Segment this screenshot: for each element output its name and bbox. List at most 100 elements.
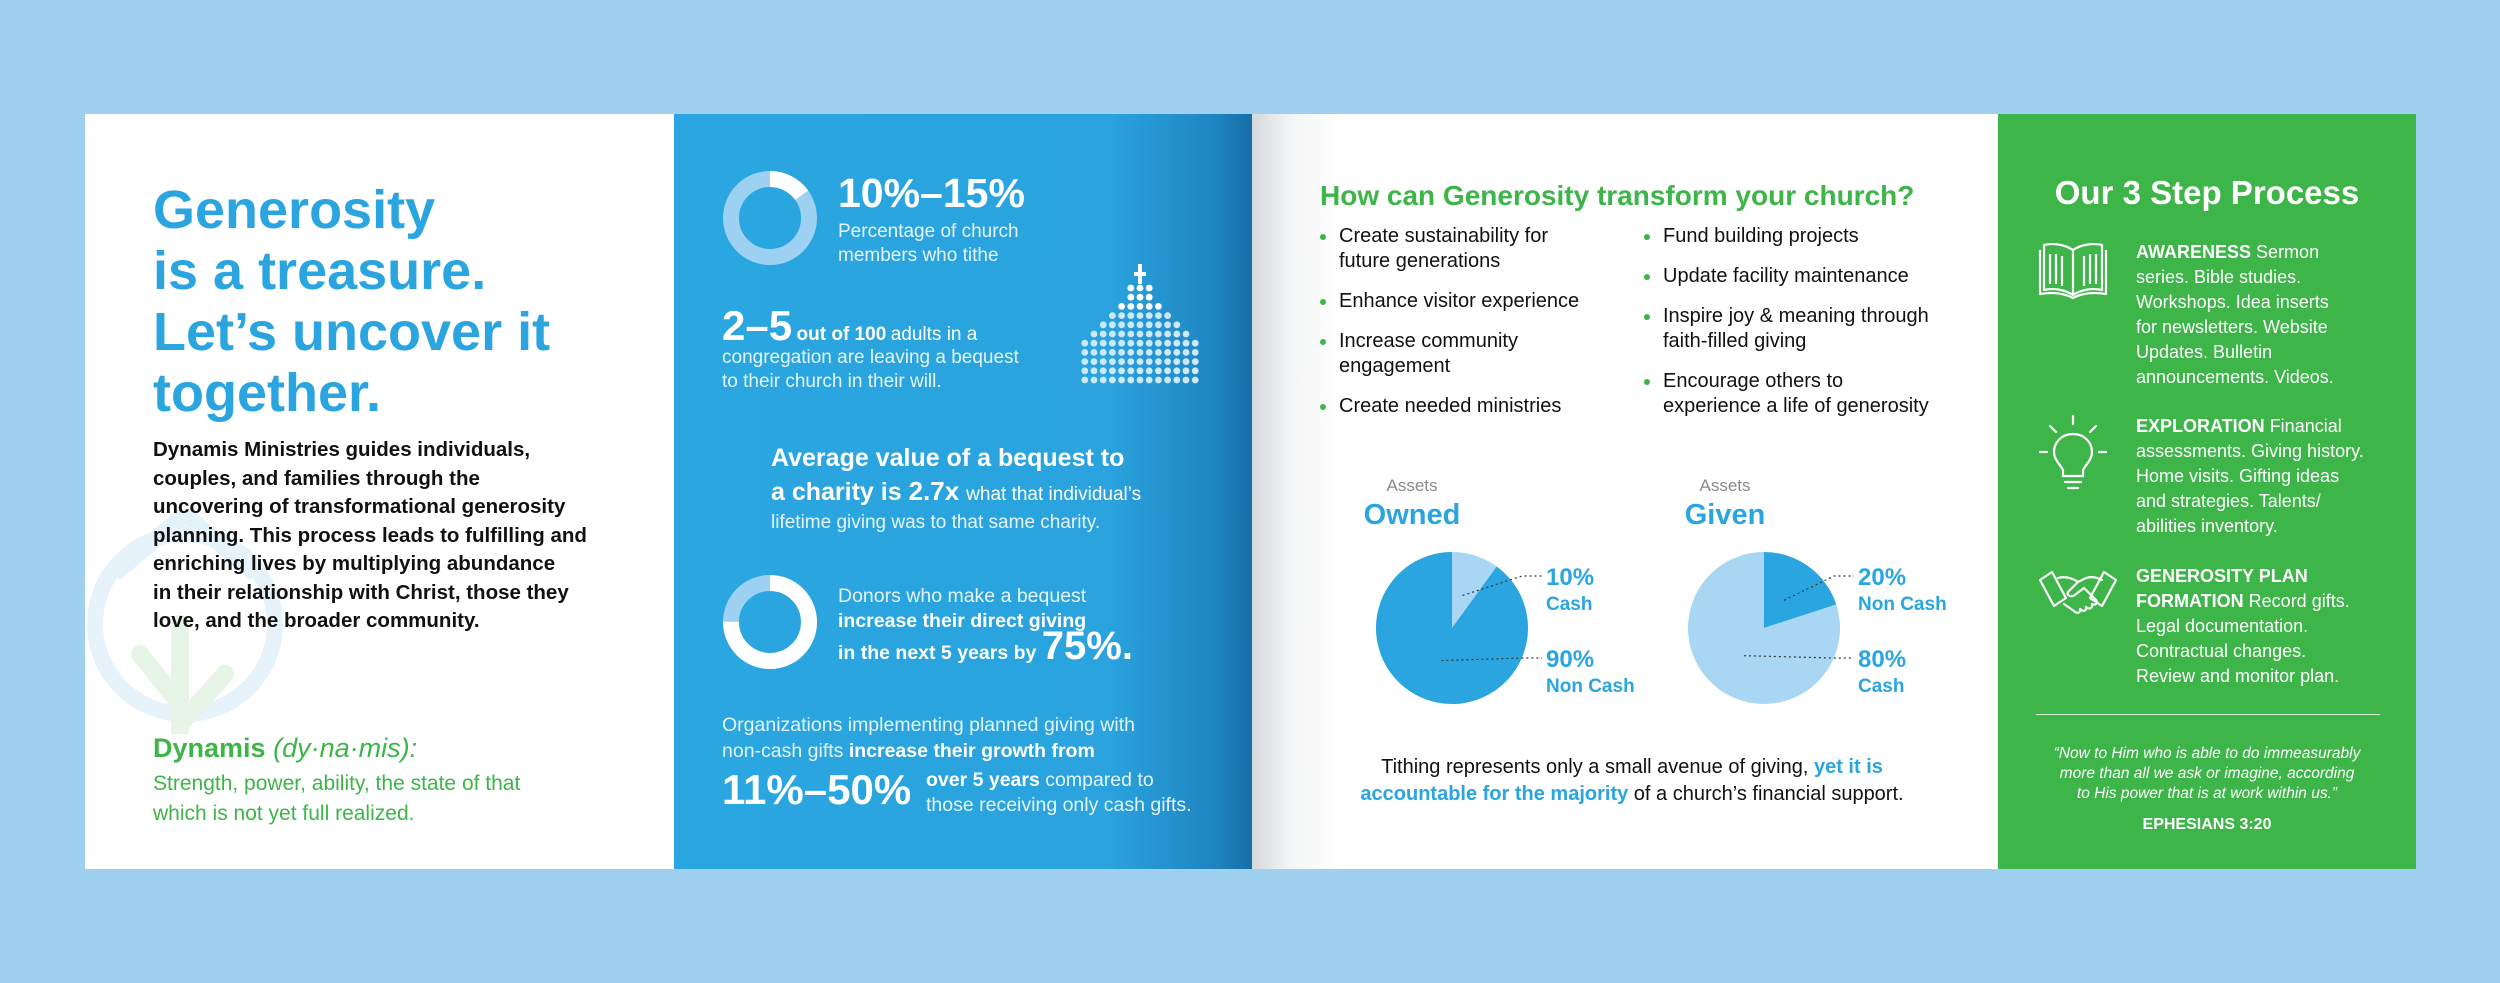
pie-slice-non-cash [1376, 552, 1528, 704]
tithing-footer: Tithing represents only a small avenue o… [1360, 756, 1904, 805]
pie-given-label-1-value: 20% [1858, 564, 1907, 591]
church-dot [1081, 367, 1089, 375]
church-dot [1109, 339, 1116, 347]
dynamis-title: Dynamis (dy·na·mis): [153, 733, 418, 763]
church-dot [1099, 367, 1107, 375]
process-panel: Our 3 Step Process AWARENESS Sermon seri… [1998, 114, 2416, 869]
church-dot [1155, 358, 1162, 365]
church-dot [1109, 321, 1116, 329]
headline: Generosity is a treasure. Let’s uncover … [153, 180, 551, 423]
church-dot [1182, 339, 1190, 347]
pie-given-subtitle: Assets [1699, 476, 1751, 495]
tithe-donut-icon [723, 171, 817, 265]
church-dot [1127, 339, 1135, 347]
church-dot [1145, 358, 1153, 365]
pie-given-title: Given [1684, 499, 1766, 531]
open-book-icon [2038, 242, 2108, 300]
average-bequest-stat: Average value of a bequest to a charity … [771, 444, 1142, 533]
church-dot [1164, 358, 1171, 365]
church-dot [1173, 339, 1181, 347]
church-dot [1118, 367, 1125, 375]
church-dot [1090, 330, 1098, 338]
pie-leader-line [1743, 655, 1854, 659]
pie-owned-label-1-name: Cash [1546, 594, 1593, 615]
church-dot [1191, 367, 1199, 375]
church-dot [1155, 349, 1162, 356]
benefits-list-right: Fund building projects Update facility m… [1644, 224, 1929, 434]
church-dot [1081, 339, 1089, 347]
church-dot [1127, 330, 1135, 338]
giving-increase-donut-icon [723, 575, 817, 669]
pie-owned-label-2-value: 90% [1546, 646, 1595, 673]
church-dot [1191, 376, 1199, 384]
lightbulb-icon [2038, 414, 2108, 490]
church-dot [1109, 358, 1116, 365]
church-dot [1136, 312, 1144, 319]
giving-increase-stat: Donors who make a bequest increase their… [838, 585, 1133, 668]
church-dot [1081, 358, 1089, 365]
church-dot [1155, 303, 1162, 310]
benefits-list-left: Create sustainability for future generati… [1320, 224, 1579, 434]
church-dot [1173, 321, 1181, 329]
bequest-stat: 2–5 out of 100 adults in a [722, 302, 978, 349]
list-item: Fund building projects [1644, 224, 1929, 249]
church-dot [1118, 303, 1125, 310]
list-item: Inspire joy & meaning through faith-fille… [1644, 304, 1929, 354]
church-dot [1127, 303, 1135, 310]
church-dot [1099, 330, 1107, 338]
church-dot [1127, 358, 1135, 365]
church-dot [1145, 339, 1153, 347]
tithe-stat-desc: Percentage of church members who tithe [838, 221, 1019, 266]
pie-leader-line [1783, 575, 1854, 601]
church-dot [1127, 321, 1135, 329]
church-dot [1173, 376, 1181, 384]
church-dot [1127, 293, 1135, 301]
church-dot [1155, 339, 1162, 347]
intro-paragraph: Dynamis Ministries guides individuals, c… [153, 438, 587, 632]
pie-slice-cash [1688, 552, 1840, 704]
list-item: Create needed ministries [1320, 394, 1579, 419]
church-dot [1155, 376, 1162, 384]
church-dot [1081, 349, 1089, 356]
step-plan-formation: GENEROSITY PLAN FORMATION Record gifts. … [2136, 566, 2350, 686]
process-title: Our 3 Step Process [2054, 174, 2360, 211]
church-dot [1145, 293, 1153, 301]
pie-leader-line [1462, 575, 1542, 597]
church-dot [1164, 321, 1171, 329]
church-dot [1164, 367, 1171, 375]
church-dot [1164, 312, 1171, 319]
church-dot [1173, 330, 1181, 338]
church-dot [1173, 349, 1181, 356]
step-awareness: AWARENESS Sermon series. Bible studies. … [2136, 242, 2334, 387]
list-item: Update facility maintenance [1644, 264, 1929, 289]
church-dot [1136, 293, 1144, 301]
church-dot [1118, 358, 1125, 365]
church-dot [1173, 367, 1181, 375]
church-dot [1191, 339, 1199, 347]
church-dot [1099, 349, 1107, 356]
church-dot [1155, 321, 1162, 329]
church-dot [1145, 321, 1153, 329]
pie-slice-non-cash [1764, 552, 1837, 628]
church-dot [1127, 367, 1135, 375]
pie-chart-given [1688, 552, 1854, 704]
pie-owned-subtitle: Assets [1386, 476, 1438, 495]
church-dot [1191, 349, 1199, 356]
church-dot [1109, 330, 1116, 338]
church-dot [1145, 367, 1153, 375]
church-dot [1109, 376, 1116, 384]
pie-owned-label-1-value: 10% [1546, 564, 1595, 591]
growth-stat-desc: over 5 years compared to those receiving… [926, 769, 1192, 816]
church-dot [1155, 312, 1162, 319]
handshake-icon [2038, 570, 2118, 614]
church-dot [1090, 367, 1098, 375]
church-dot [1145, 330, 1153, 338]
dynamis-definition: Strength, power, ability, the state of t… [153, 772, 521, 825]
pie-owned-label-2-name: Non Cash [1546, 676, 1635, 697]
pie-slice-cash [1452, 552, 1497, 628]
church-dot [1136, 303, 1144, 310]
church-dot [1145, 284, 1153, 292]
church-dot [1118, 330, 1125, 338]
scripture-quote: “Now to Him who is able to do immeasurab… [2053, 745, 2361, 802]
